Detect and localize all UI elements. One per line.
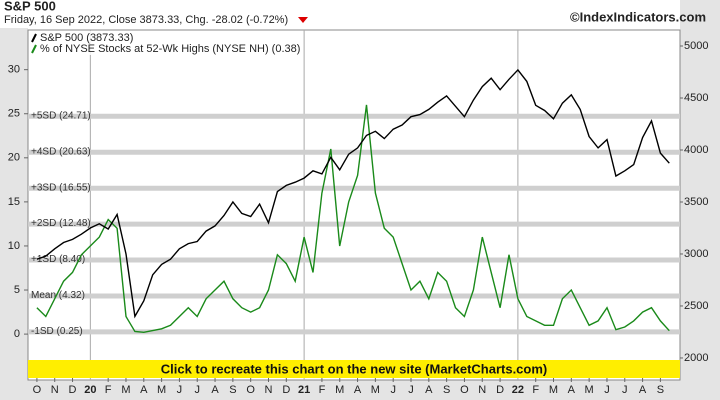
x-axis-strip <box>0 380 720 400</box>
x-tick-label: A <box>425 384 433 396</box>
banner-text[interactable]: Click to recreate this chart on the new … <box>161 361 548 376</box>
chart-title: S&P 500 <box>4 0 56 13</box>
x-tick-label: M <box>371 384 380 396</box>
band-label: +5SD (24.71) <box>31 110 91 121</box>
band-label: Mean (4.32) <box>31 290 85 301</box>
grid-layer: +5SD (24.71) +4SD (20.63) +3SD (16.55) +2SD… <box>24 30 683 382</box>
x-tick-label: N <box>265 384 273 396</box>
y-tick-label: 10 <box>8 240 20 252</box>
y2-tick-label: 4500 <box>684 92 708 104</box>
x-tick-label: S <box>657 384 664 396</box>
y-tick-label: 20 <box>8 152 20 164</box>
y-tick-label: 5 <box>14 284 20 296</box>
y-axis-strip <box>0 28 28 400</box>
x-tick-label: F <box>105 384 112 396</box>
x-tick-label: N <box>478 384 486 396</box>
y2-tick-label: 4000 <box>684 144 708 156</box>
legend-box <box>30 31 288 55</box>
x-tick-label: A <box>211 384 219 396</box>
x-tick-label: S <box>229 384 236 396</box>
banner[interactable] <box>28 360 680 378</box>
series-line <box>36 104 670 334</box>
y-tick-label: 15 <box>8 196 20 208</box>
series-line <box>36 68 670 319</box>
band-label: +1SD (8.40) <box>31 254 85 265</box>
x-tick-label: A <box>639 384 647 396</box>
down-arrow <box>298 17 308 23</box>
x-tick-label: J <box>390 384 396 396</box>
x-tick-label: 20 <box>84 384 96 396</box>
legend-swatch <box>31 44 37 54</box>
y2-tick-label: 5000 <box>684 40 708 52</box>
x-tick-label: J <box>177 384 183 396</box>
y2-tick-label: 2500 <box>684 300 708 312</box>
band-label: -1SD (0.25) <box>31 326 83 337</box>
band-label: +2SD (12.48) <box>31 218 91 229</box>
x-tick-label: M <box>335 384 344 396</box>
x-tick-label: 22 <box>512 384 524 396</box>
x-tick-label: D <box>282 384 290 396</box>
y-tick-label: 30 <box>8 64 20 76</box>
x-tick-label: A <box>140 384 148 396</box>
x-tick-label: M <box>549 384 558 396</box>
legend-swatch <box>31 33 37 43</box>
x-tick-label: S <box>443 384 450 396</box>
x-tick-label: F <box>319 384 326 396</box>
x-tick-label: N <box>51 384 59 396</box>
y-tick-label: 0 <box>14 328 20 340</box>
legend: % of NYSE Stocks at 52-Wk Highs (NYSE NH… <box>30 31 300 55</box>
x-tick-label: J <box>622 384 628 396</box>
x-tick-label: M <box>585 384 594 396</box>
plot-area <box>27 29 681 381</box>
band-label: +4SD (20.63) <box>31 146 91 157</box>
y2-tick-label: 3500 <box>684 196 708 208</box>
x-tick-label: D <box>496 384 504 396</box>
band-label: +3SD (16.55) <box>31 182 91 193</box>
x-tick-label: M <box>157 384 166 396</box>
x-tick-label: D <box>69 384 77 396</box>
x-tick-label: O <box>33 384 42 396</box>
y2-tick-label: 2000 <box>684 352 708 364</box>
x-tick-label: A <box>568 384 576 396</box>
y2-axis-strip <box>680 0 720 400</box>
x-tick-label: A <box>354 384 362 396</box>
x-tick-label: F <box>532 384 539 396</box>
legend-label: % of NYSE Stocks at 52-Wk Highs (NYSE NH… <box>40 43 300 55</box>
x-tick-label: J <box>194 384 200 396</box>
x-tick-label: 21 <box>298 384 310 396</box>
x-tick-label: O <box>246 384 255 396</box>
chart-subtitle: Friday, 16 Sep 2022, Close 3873.33, Chg.… <box>4 14 288 26</box>
x-tick-label: J <box>604 384 610 396</box>
y2-tick-label: 3000 <box>684 248 708 260</box>
legend-label: S&P 500 (3873.33) <box>40 32 133 44</box>
watermark: ©IndexIndicators.com <box>570 9 706 24</box>
x-tick-label: M <box>121 384 130 396</box>
y-tick-label: 25 <box>8 108 20 120</box>
x-tick-label: J <box>408 384 414 396</box>
x-tick-label: O <box>460 384 469 396</box>
lines-layer <box>36 68 670 334</box>
